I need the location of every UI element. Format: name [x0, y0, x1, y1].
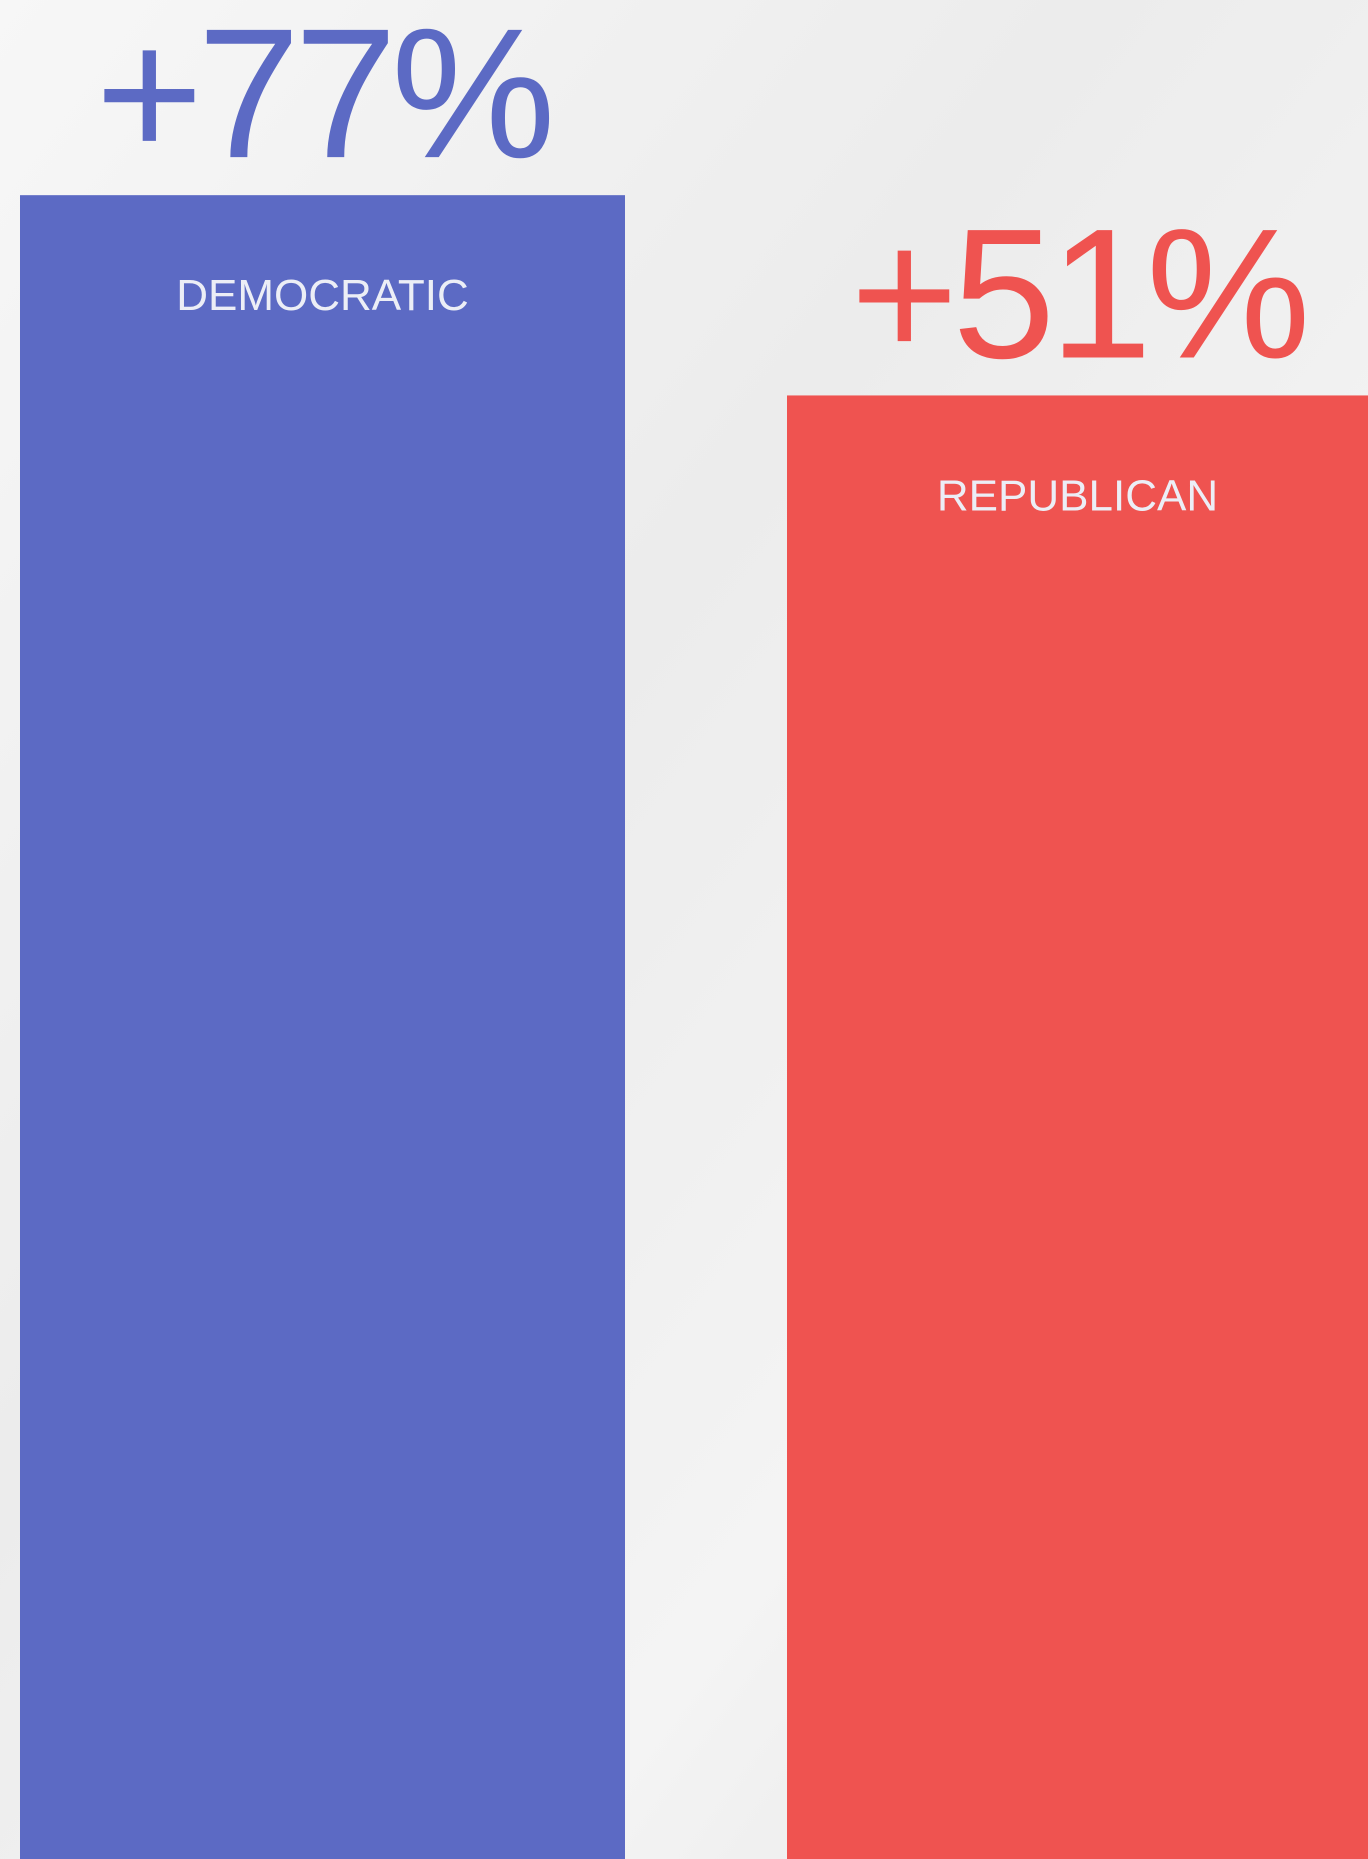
value-label: +77%	[95, 0, 549, 197]
category-label: DEMOCRATIC	[176, 271, 469, 320]
value-label: +51%	[850, 191, 1304, 397]
bar	[20, 195, 625, 1859]
bar	[787, 395, 1368, 1859]
category-label: REPUBLICAN	[937, 471, 1218, 520]
